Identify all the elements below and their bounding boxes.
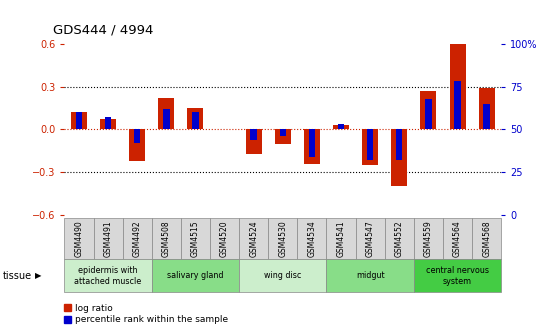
Bar — [356, 218, 385, 259]
Bar — [479, 88, 494, 129]
Text: salivary gland: salivary gland — [167, 271, 223, 280]
Bar — [454, 81, 461, 129]
Bar — [250, 129, 257, 140]
Bar — [64, 218, 94, 259]
Text: GSM4559: GSM4559 — [424, 220, 433, 257]
Text: GSM4524: GSM4524 — [249, 220, 258, 257]
Bar — [275, 129, 291, 144]
Bar — [304, 129, 320, 164]
Bar — [362, 129, 378, 165]
Bar — [158, 98, 174, 129]
Bar — [443, 218, 472, 259]
Text: GSM4530: GSM4530 — [278, 220, 287, 257]
Bar — [188, 108, 203, 129]
Bar — [129, 129, 145, 161]
Text: epidermis with
attached muscle: epidermis with attached muscle — [74, 266, 142, 286]
Bar — [326, 218, 356, 259]
Bar — [338, 124, 344, 129]
Bar — [414, 218, 443, 259]
Bar — [326, 259, 414, 292]
Bar — [239, 218, 268, 259]
Bar — [239, 259, 326, 292]
Text: GSM4490: GSM4490 — [74, 220, 83, 257]
Bar — [71, 112, 87, 129]
Bar — [152, 218, 181, 259]
Bar — [333, 125, 349, 129]
Bar — [309, 129, 315, 157]
Text: GSM4520: GSM4520 — [220, 220, 229, 257]
Text: midgut: midgut — [356, 271, 385, 280]
Text: GSM4515: GSM4515 — [191, 220, 200, 257]
Text: GSM4541: GSM4541 — [337, 220, 346, 257]
Text: GSM4491: GSM4491 — [104, 220, 113, 257]
Bar — [105, 117, 111, 129]
Bar — [210, 218, 239, 259]
Bar — [163, 109, 170, 129]
Bar — [367, 129, 374, 160]
Bar — [450, 44, 465, 129]
Bar — [100, 119, 116, 129]
Text: GSM4547: GSM4547 — [366, 220, 375, 257]
Text: wing disc: wing disc — [264, 271, 301, 280]
Text: GSM4508: GSM4508 — [162, 220, 171, 257]
Bar — [414, 259, 501, 292]
Bar — [425, 98, 432, 129]
Bar — [396, 129, 403, 160]
Text: central nervous
system: central nervous system — [426, 266, 489, 286]
Bar — [297, 218, 326, 259]
Bar — [385, 218, 414, 259]
Text: ▶: ▶ — [35, 271, 41, 280]
Bar — [268, 218, 297, 259]
Text: GDS444 / 4994: GDS444 / 4994 — [53, 24, 153, 37]
Text: GSM4564: GSM4564 — [453, 220, 462, 257]
Text: GSM4534: GSM4534 — [307, 220, 316, 257]
Bar — [181, 218, 210, 259]
Text: GSM4568: GSM4568 — [482, 220, 491, 257]
Bar — [64, 259, 152, 292]
Text: GSM4492: GSM4492 — [133, 220, 142, 257]
Bar — [246, 129, 262, 154]
Bar — [391, 129, 407, 186]
Bar — [152, 259, 239, 292]
Bar — [472, 218, 501, 259]
Bar — [76, 112, 82, 129]
Bar — [279, 129, 286, 136]
Bar — [483, 104, 490, 129]
Bar — [134, 129, 141, 143]
Text: GSM4552: GSM4552 — [395, 220, 404, 257]
Legend: log ratio, percentile rank within the sample: log ratio, percentile rank within the sa… — [64, 303, 228, 324]
Bar — [94, 218, 123, 259]
Bar — [123, 218, 152, 259]
Bar — [192, 112, 199, 129]
Bar — [421, 91, 436, 129]
Text: tissue: tissue — [3, 271, 32, 281]
